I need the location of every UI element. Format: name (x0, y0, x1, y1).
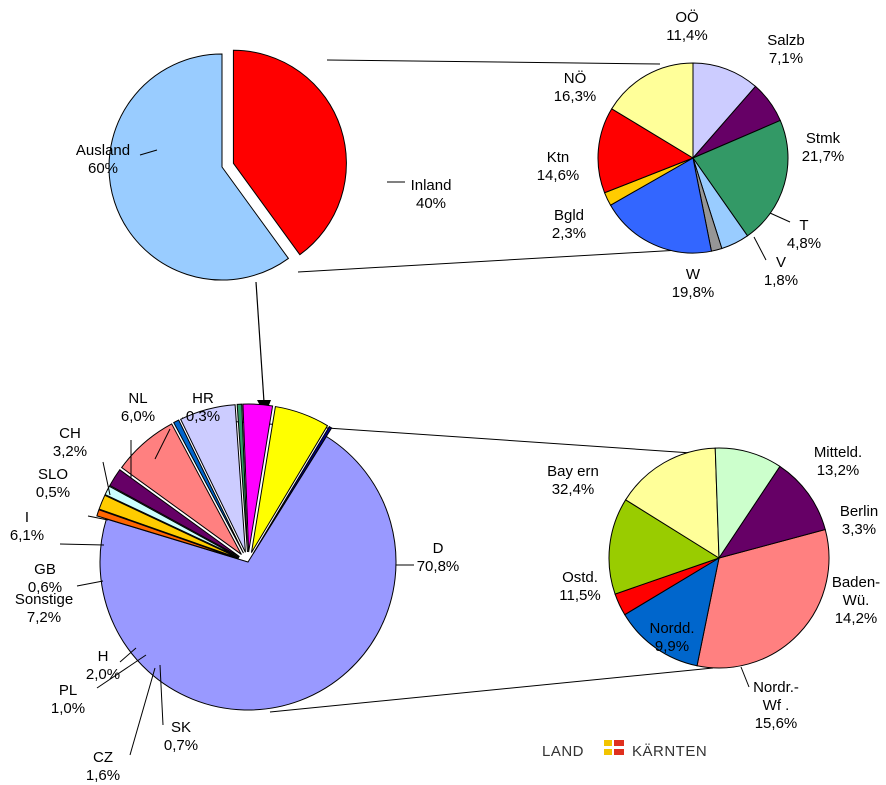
pie4-leader-nordr-wf (740, 666, 750, 688)
pie2-slice-stmk (692, 119, 789, 237)
pie4-slice-nordr-wf (624, 447, 720, 559)
pie3-label-sk: SK 0,7% (164, 719, 198, 754)
pie3-leader-gb (76, 580, 104, 587)
pie4-slice-ostd (717, 465, 826, 559)
pie2-label-salzb: Salzb 7,1% (767, 32, 805, 67)
pie3-label-slo: SLO 0,5% (36, 466, 70, 501)
pie4-label-berlin: Berlin 3,3% (840, 503, 878, 538)
logo-mark-red-top (614, 740, 624, 746)
pie2-label-w: W 19,8% (672, 266, 715, 301)
pie3-label-d: D 70,8% (417, 540, 460, 575)
pie4-label-nordr-wf: Nordr.-Wf . 15,6% (753, 679, 799, 732)
pie1-slice-inland (232, 49, 347, 256)
pie4-slice-bay-ern (696, 528, 830, 669)
pie1-slice-ausland (108, 53, 290, 281)
pie3-slice-nl (250, 405, 329, 553)
pie4-label-baden-w: Baden-Wü. 14,2% (832, 574, 880, 627)
pie3-leader-cz (129, 667, 156, 756)
pie3-slice-cz (98, 494, 239, 559)
logo-mark-yellow-bottom (604, 749, 612, 755)
pie3-slice-pl (104, 485, 240, 558)
pie3-label-nl: NL 6,0% (121, 390, 155, 425)
connector-bottom-lower (269, 667, 714, 713)
pie4-label-bay-ern: Bay ern 32,4% (547, 463, 599, 498)
logo-text-land: LAND (542, 743, 584, 760)
pie2-label-n: NÖ 16,3% (554, 69, 597, 105)
pie3-label-gb: GB 0,6% (28, 561, 62, 596)
pie3-leader-pl (96, 654, 147, 689)
pie3-slice-slo (236, 403, 248, 553)
pie3-slice-d (99, 435, 397, 711)
pie-labels: Ausland 60% Inland 40% OÖ 11,4% Salzb 7,1% Stmk 2… (10, 8, 880, 784)
pie3-leader-i (59, 543, 105, 546)
pie2-label-stmk: Stmk 21,7% (802, 130, 845, 165)
pie2-label-o: OÖ 11,4% (666, 8, 707, 44)
pie3-leader-ch (102, 461, 111, 496)
pie1-label-inland: Inland 40% (411, 177, 452, 212)
logo-mark-red-bottom (614, 749, 624, 755)
pie2-label-v: V 1,8% (764, 254, 798, 289)
pie4-slice-baden-w (608, 499, 721, 595)
arrow-shaft (255, 281, 265, 403)
logo-mark-yellow-top (604, 740, 612, 746)
pie3-label-sonstige: Sonstige 7,2% (15, 591, 73, 626)
connector-top-lower (297, 249, 681, 273)
pie3-leader-sk (159, 664, 164, 726)
pie2-leader-v (753, 236, 767, 261)
pie4-label-mitteld: Mitteld. 13,2% (814, 444, 862, 479)
pie3-label-cz: CZ 1,6% (86, 749, 120, 784)
pie2-label-ktn: Ktn 14,6% (537, 149, 580, 184)
pie2-slice-ktn (597, 108, 695, 194)
pie3-slice-gb (173, 419, 244, 554)
pie2-slice-w (609, 157, 713, 254)
pie3-label-pl: PL 1,0% (51, 682, 85, 717)
pie3-leader-h (119, 647, 137, 663)
pie2-slice-n (611, 62, 694, 159)
pie3-slice-sk (96, 509, 239, 560)
pie4-slice-mitteld (624, 556, 720, 667)
pie3-slice-sonstige (120, 423, 242, 555)
pie3-label-ch: CH 3,2% (53, 425, 87, 460)
pie3-label-h: H 2,0% (86, 648, 120, 683)
land-kaernten-logo: LAND KÄRNTEN (542, 740, 707, 760)
pie3-slice-h (109, 469, 240, 558)
pie3-label-i: I 6,1% (10, 509, 44, 544)
pie2-label-t: T 4,8% (787, 217, 821, 252)
pie3-label-hr: HR 0,3% (186, 390, 220, 425)
pie3-leader-slo (87, 515, 109, 521)
pie2-leader-t (769, 212, 791, 223)
pie3-leader-hr (154, 428, 171, 460)
pie1-leader-ausland (139, 149, 158, 156)
pie4-label-nordd: Nordd. 9,9% (649, 620, 694, 655)
pie3-slice-i (179, 404, 246, 553)
pie3-slice-hr (252, 425, 333, 554)
pie2-slice-o (692, 62, 757, 160)
label-leader-lines (59, 149, 791, 756)
pie1-label-ausland: Ausland 60% (76, 142, 130, 177)
pie-slices (96, 49, 830, 711)
pie4-label-ostd: Ostd. 11,5% (559, 569, 600, 604)
pie2-label-bgld: Bgld 2,3% (552, 207, 586, 242)
pie3-slice-ch (242, 403, 274, 553)
logo-text-kaernten: KÄRNTEN (632, 743, 707, 760)
connector-top-upper (326, 59, 661, 65)
